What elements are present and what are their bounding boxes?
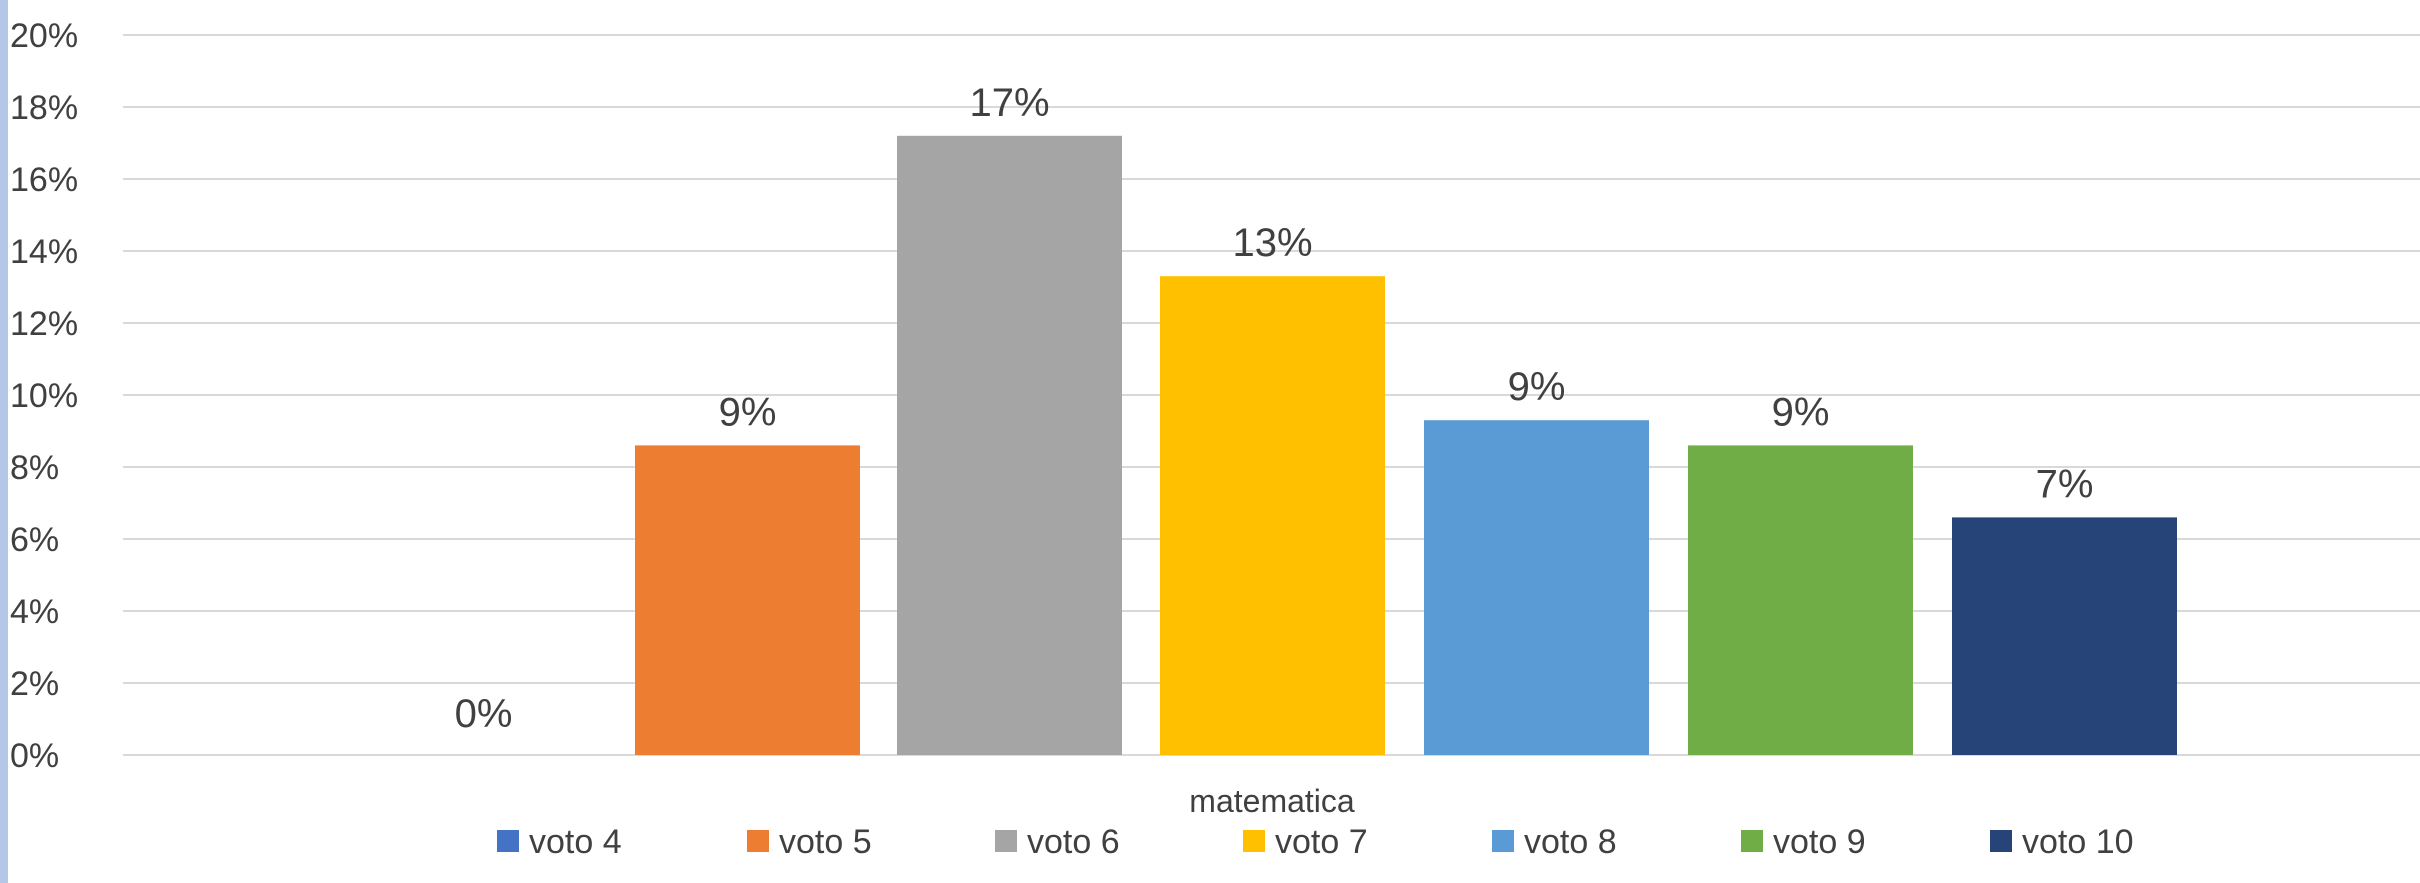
legend-label-voto-9: voto 9 bbox=[1773, 823, 1866, 861]
bar-voto-8 bbox=[1424, 420, 1649, 755]
data-label-voto-6: 17% bbox=[969, 81, 1049, 125]
data-label-voto-5: 9% bbox=[719, 390, 777, 434]
legend-swatch-voto-9 bbox=[1741, 830, 1763, 852]
legend-swatch-voto-5 bbox=[747, 830, 769, 852]
bar-voto-10 bbox=[1952, 517, 2177, 755]
y-tick-label: 14% bbox=[10, 233, 78, 271]
y-tick-label: 12% bbox=[10, 305, 78, 343]
y-tick-label: 4% bbox=[10, 593, 59, 631]
left-accent-stripe bbox=[0, 0, 8, 883]
legend-label-voto-6: voto 6 bbox=[1027, 823, 1120, 861]
y-tick-label: 2% bbox=[10, 665, 59, 703]
legend-label-voto-5: voto 5 bbox=[779, 823, 872, 861]
y-tick-label: 6% bbox=[10, 521, 59, 559]
y-tick-label: 8% bbox=[10, 449, 59, 487]
data-label-voto-10: 7% bbox=[2036, 462, 2094, 506]
legend-swatch-voto-4 bbox=[497, 830, 519, 852]
bar-voto-5 bbox=[635, 445, 860, 755]
data-label-voto-7: 13% bbox=[1232, 221, 1312, 265]
y-tick-label: 16% bbox=[10, 161, 78, 199]
legend-label-voto-10: voto 10 bbox=[2022, 823, 2134, 861]
legend-swatch-voto-8 bbox=[1492, 830, 1514, 852]
category-label: matematica bbox=[1189, 783, 1355, 819]
legend-swatch-voto-10 bbox=[1990, 830, 2012, 852]
data-label-voto-8: 9% bbox=[1508, 365, 1566, 409]
bar-voto-7 bbox=[1160, 276, 1385, 755]
legend-label-voto-8: voto 8 bbox=[1524, 823, 1617, 861]
y-tick-label: 20% bbox=[10, 17, 78, 55]
legend-label-voto-7: voto 7 bbox=[1275, 823, 1368, 861]
y-tick-label: 18% bbox=[10, 89, 78, 127]
data-label-voto-9: 9% bbox=[1772, 390, 1830, 434]
legend-swatch-voto-6 bbox=[995, 830, 1017, 852]
legend-label-voto-4: voto 4 bbox=[529, 823, 622, 861]
bar-voto-6 bbox=[897, 135, 1122, 756]
bar-voto-9 bbox=[1688, 445, 1913, 755]
data-label-voto-4: 0% bbox=[455, 692, 513, 736]
y-tick-label: 0% bbox=[10, 737, 59, 775]
y-tick-label: 10% bbox=[10, 377, 78, 415]
legend-swatch-voto-7 bbox=[1243, 830, 1265, 852]
